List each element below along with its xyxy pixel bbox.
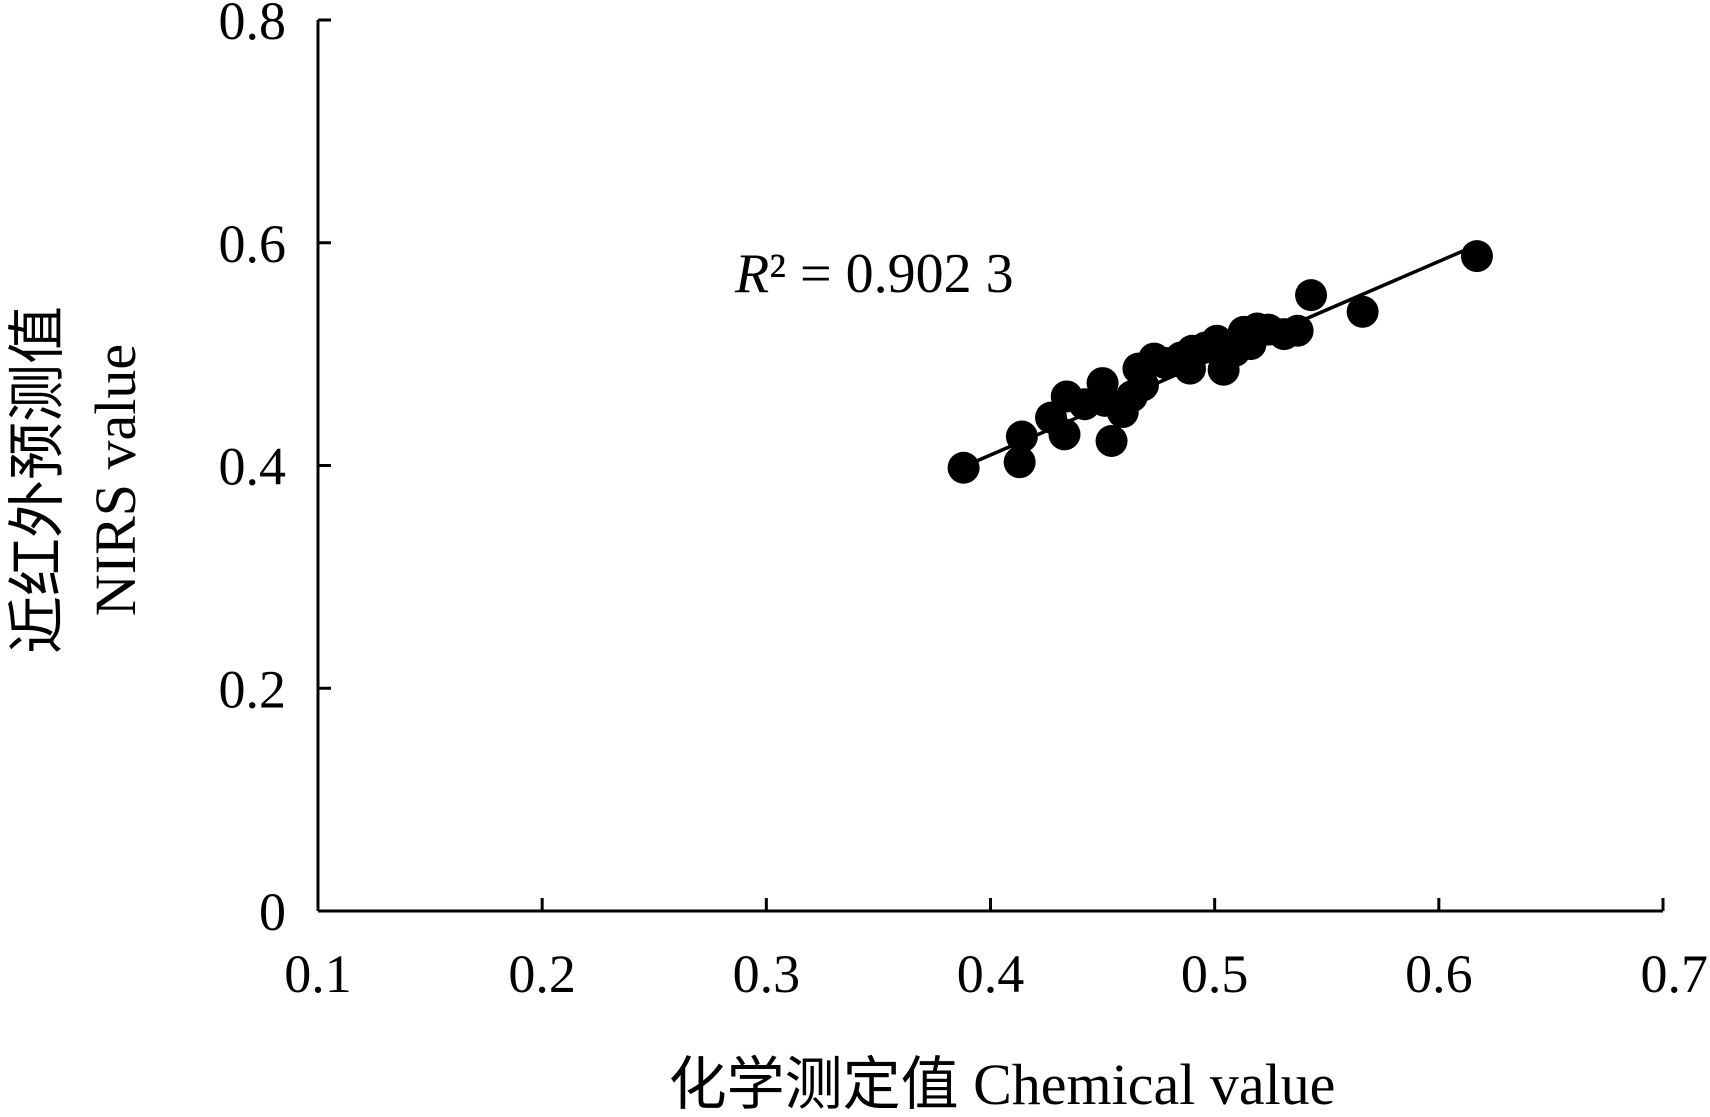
data-point (1048, 418, 1081, 451)
x-tick-label: 0.3 (733, 944, 801, 1004)
x-tick-label: 0.4 (957, 944, 1025, 1004)
data-point (1126, 369, 1159, 402)
y-tick-label: 0.6 (219, 214, 287, 274)
x-axis-title: 化学测定值 Chemical value (669, 1052, 1336, 1117)
x-tick-label: 0.7 (1641, 944, 1709, 1004)
y-tick-label: 0.4 (219, 437, 287, 497)
r-value: ² = 0.902 3 (769, 243, 1013, 305)
data-point (1295, 279, 1328, 312)
x-tick-label: 0.2 (508, 944, 576, 1004)
data-points (947, 240, 1493, 484)
y-axis-title-line1: 近红外预测值 (5, 306, 70, 654)
data-point (1005, 420, 1038, 453)
data-point (1460, 240, 1493, 273)
axes: 0.1 0.2 0.3 0.4 0.5 0.6 0.7 0 0.2 0.4 0.6 0.8 (219, 0, 1709, 1004)
data-point (947, 451, 980, 484)
y-tick-label: 0 (259, 882, 286, 942)
x-tick-label: 0.1 (284, 944, 352, 1004)
labels: R² = 0.902 3 化学测定值 Chemical value 近红外预测值… (5, 243, 1335, 1117)
data-point (1095, 424, 1128, 457)
data-point (1003, 446, 1036, 479)
x-tick-label: 0.5 (1181, 944, 1249, 1004)
r-symbol: R (734, 243, 769, 305)
x-tick-label: 0.6 (1405, 944, 1473, 1004)
r-squared-annotation: R² = 0.902 3 (734, 243, 1014, 305)
data-point (1281, 314, 1314, 347)
data-point (1346, 295, 1379, 328)
y-axis-title-line2: NIRS value (83, 344, 148, 616)
y-tick-label: 0.8 (219, 0, 287, 51)
y-tick-label: 0.2 (219, 659, 287, 719)
